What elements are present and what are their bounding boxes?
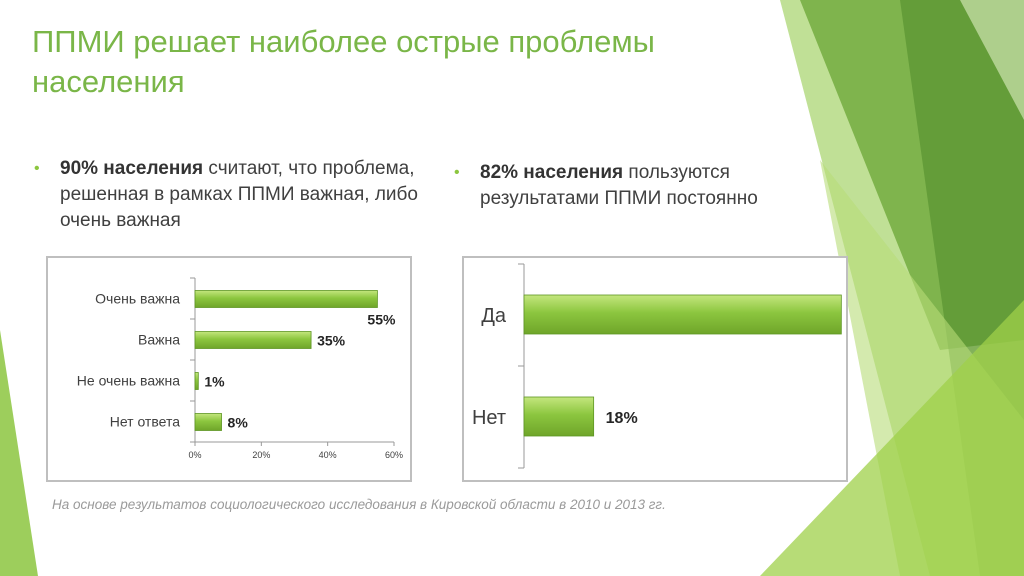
category-label: Важна: [138, 332, 180, 348]
page-title: ППМИ решает наиболее острые проблемы нас…: [32, 24, 655, 99]
bg-shape-7: [960, 0, 1024, 120]
value-label: 55%: [367, 312, 396, 328]
bullet-right-bold: 82% населения: [480, 162, 624, 183]
bar: [523, 396, 595, 437]
bar: [194, 331, 312, 349]
bar: [194, 372, 199, 390]
bar: [194, 290, 378, 308]
value-label: 8%: [228, 415, 249, 431]
x-tick-label: 0%: [188, 450, 201, 460]
bg-shape-5: [760, 300, 1024, 576]
category-label: Да: [481, 305, 507, 327]
bullet-left-text: считают, что проблема, решенная в рамках…: [60, 158, 418, 231]
bullet-right-text: пользуются результатами ППМИ постоянно: [480, 162, 758, 209]
value-label: 35%: [317, 333, 346, 349]
importance-bar-chart: Очень важна 55% Важна 35% Не очень важна 1% Не…: [46, 256, 412, 482]
bullet-dot: •: [454, 164, 460, 181]
x-tick-label: 40%: [319, 450, 337, 460]
footnote: На основе результатов социологического и…: [52, 497, 666, 512]
category-label: Нет ответа: [110, 414, 180, 430]
x-tick-label: 20%: [252, 450, 270, 460]
bullet-left: • 90% населения считают, что проблема, р…: [34, 156, 420, 234]
bar: [194, 413, 222, 431]
value-label: 18%: [606, 410, 638, 427]
x-tick-label: 60%: [385, 450, 403, 460]
category-label: Нет: [472, 407, 506, 429]
value-label: 1%: [204, 374, 225, 390]
bar: [523, 294, 842, 335]
bg-shape-6: [0, 330, 38, 576]
category-label: Не очень важна: [77, 373, 180, 389]
bullet-left-bold: 90% населения: [60, 158, 204, 179]
category-label: Очень важна: [95, 291, 180, 307]
chart-frame: [462, 256, 848, 482]
bullet-dot: •: [34, 160, 40, 177]
bullet-right: • 82% населения пользуются результатами …: [454, 160, 820, 212]
